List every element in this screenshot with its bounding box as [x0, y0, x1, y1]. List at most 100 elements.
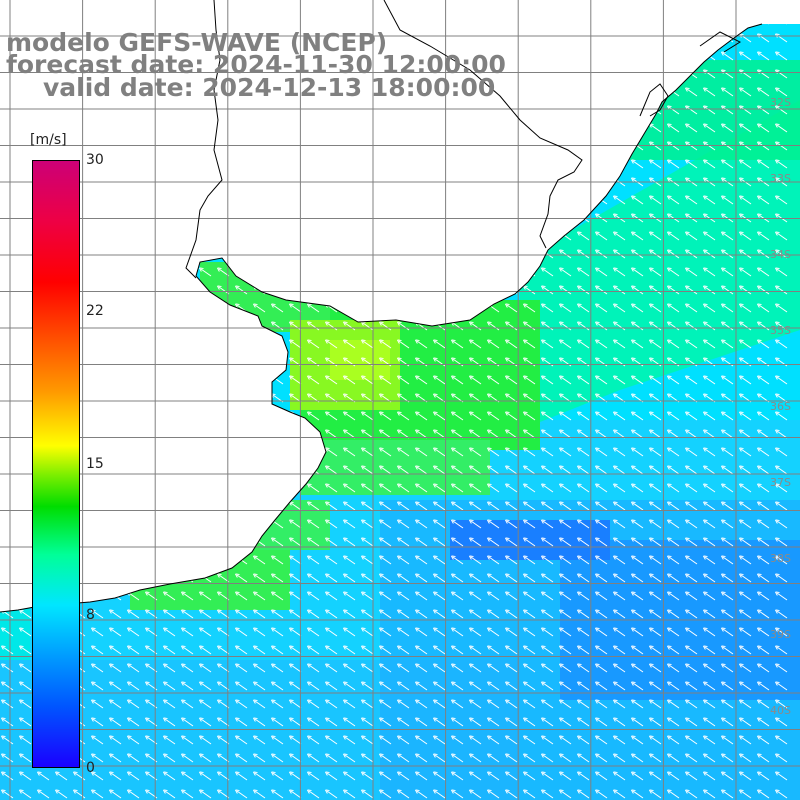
- wind-arrow: [669, 557, 680, 565]
- wind-arrow: [435, 377, 446, 385]
- wind-arrow: [381, 629, 392, 637]
- wind-arrow: [525, 287, 536, 295]
- wind-arrow: [597, 269, 608, 277]
- wind-arrow: [561, 521, 572, 529]
- wind-arrow: [183, 611, 194, 619]
- wind-arrow: [633, 593, 644, 601]
- wind-arrow: [723, 107, 734, 115]
- wind-arrow: [471, 575, 482, 583]
- wind-arrow: [417, 611, 428, 619]
- wind-arrow: [471, 485, 482, 493]
- wind-arrow: [399, 503, 410, 511]
- wind-arrow: [651, 161, 662, 169]
- wind-arrow: [273, 647, 284, 655]
- wind-arrow: [489, 593, 500, 601]
- wind-arrow: [201, 629, 212, 637]
- wind-arrow: [723, 305, 734, 313]
- wind-arrow: [687, 161, 698, 169]
- wind-arrow: [741, 449, 752, 457]
- wind-arrow: [579, 593, 590, 601]
- wind-arrow: [741, 107, 752, 115]
- wind-arrow: [741, 305, 752, 313]
- wind-arrow: [345, 449, 356, 457]
- wind-arrow: [435, 575, 446, 583]
- wind-arrow: [759, 431, 770, 439]
- wind-arrow: [327, 539, 338, 547]
- wind-arrow: [345, 503, 356, 511]
- wind-arrow: [165, 611, 176, 619]
- wind-arrow: [723, 323, 734, 331]
- wind-arrow: [543, 431, 554, 439]
- wind-arrow: [471, 521, 482, 529]
- wind-arrow: [165, 647, 176, 655]
- wind-arrow: [399, 521, 410, 529]
- wind-arrow: [759, 143, 770, 151]
- wind-arrow: [759, 539, 770, 547]
- wind-arrow: [759, 125, 770, 133]
- wind-arrow: [543, 305, 554, 313]
- wind-arrow: [579, 377, 590, 385]
- wind-arrow: [705, 197, 716, 205]
- wind-arrow: [399, 341, 410, 349]
- wind-arrow: [543, 629, 554, 637]
- wind-arrow: [543, 539, 554, 547]
- wind-arrow: [525, 467, 536, 475]
- wind-arrow: [453, 647, 464, 655]
- wind-arrow: [633, 521, 644, 529]
- wind-arrow: [507, 377, 518, 385]
- wind-arrow: [597, 413, 608, 421]
- wind-arrow: [399, 377, 410, 385]
- wind-arrow: [705, 413, 716, 421]
- wind-arrow: [183, 593, 194, 601]
- wind-arrow: [687, 503, 698, 511]
- wind-arrow: [327, 485, 338, 493]
- wind-arrow: [651, 233, 662, 241]
- wind-arrow: [111, 629, 122, 637]
- wind-arrow: [561, 287, 572, 295]
- wind-arrow: [579, 287, 590, 295]
- wind-arrow: [165, 629, 176, 637]
- wind-arrow: [309, 323, 320, 331]
- wind-arrow: [309, 557, 320, 565]
- wind-arrow: [741, 539, 752, 547]
- wind-arrow: [723, 575, 734, 583]
- wind-arrow: [669, 143, 680, 151]
- wind-arrow: [651, 143, 662, 151]
- wind-arrow: [759, 377, 770, 385]
- wind-arrow: [291, 377, 302, 385]
- wind-arrow: [291, 557, 302, 565]
- wind-arrow: [633, 611, 644, 619]
- wind-arrow: [525, 521, 536, 529]
- wind-arrow: [651, 323, 662, 331]
- wind-arrow: [309, 377, 320, 385]
- wind-arrow: [615, 467, 626, 475]
- wind-arrow: [579, 413, 590, 421]
- wind-arrow: [363, 467, 374, 475]
- wind-arrow: [561, 305, 572, 313]
- wind-arrow: [309, 521, 320, 529]
- wind-arrow: [525, 431, 536, 439]
- wind-arrow: [597, 503, 608, 511]
- wind-arrow: [471, 341, 482, 349]
- wind-arrow: [579, 431, 590, 439]
- wind-arrow: [651, 539, 662, 547]
- wind-arrow: [399, 575, 410, 583]
- wind-arrow: [327, 503, 338, 511]
- latitude-label: 40S: [770, 704, 791, 717]
- wind-arrow: [345, 377, 356, 385]
- wind-arrow: [453, 539, 464, 547]
- wind-arrow: [615, 503, 626, 511]
- wind-arrow: [507, 611, 518, 619]
- wind-arrow: [615, 269, 626, 277]
- wind-arrow: [723, 629, 734, 637]
- wind-arrow: [309, 611, 320, 619]
- wind-arrow: [723, 161, 734, 169]
- wind-arrow: [669, 611, 680, 619]
- wind-arrow: [777, 413, 788, 421]
- wind-arrow: [705, 377, 716, 385]
- wind-arrow: [651, 197, 662, 205]
- wind-arrow: [399, 449, 410, 457]
- wind-arrow: [669, 341, 680, 349]
- wind-arrow: [723, 467, 734, 475]
- wind-arrow: [327, 593, 338, 601]
